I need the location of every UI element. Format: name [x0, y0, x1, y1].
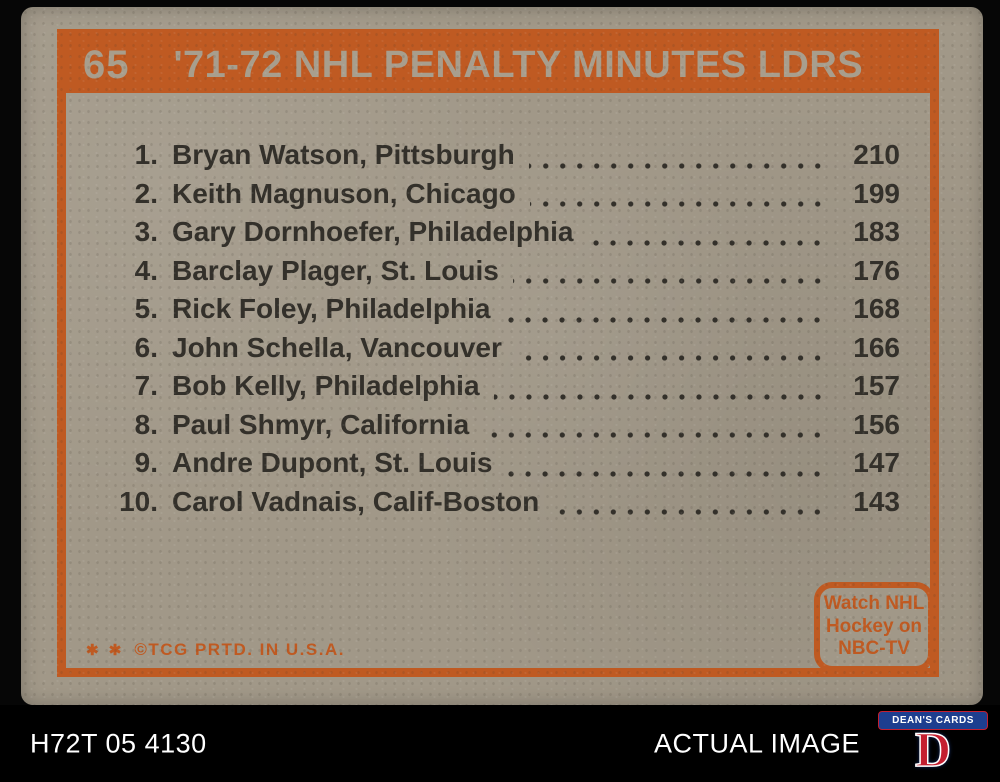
nbc-badge-line1: Watch NHL	[823, 593, 925, 615]
player-name: John Schella, Vancouver	[172, 331, 502, 363]
list-item: 6. John Schella, Vancouver 166	[104, 332, 900, 371]
penalty-minutes: 143	[853, 485, 900, 517]
deans-cards-d-icon: D	[914, 721, 952, 777]
list-item: 3. Gary Dornhoefer, Philadelphia 183	[104, 216, 900, 255]
player-name: Paul Shmyr, California	[172, 408, 470, 440]
scan-footer-bar: H72T 05 4130 ACTUAL IMAGE DEAN'S CARDS D	[0, 705, 1000, 782]
player-name: Rick Foley, Philadelphia	[172, 293, 491, 324]
player-rank: 4.	[134, 254, 158, 286]
dot-leader	[493, 393, 826, 400]
penalty-minutes: 156	[853, 408, 900, 440]
nbc-tv-badge: Watch NHL Hockey on NBC-TV	[814, 582, 934, 672]
penalty-minutes: 199	[853, 177, 900, 209]
nbc-badge-line3: NBC-TV	[838, 638, 910, 660]
dot-leader	[529, 201, 826, 207]
nbc-badge-line2: Hockey on	[825, 615, 923, 637]
trading-card-back: 65 '71-72 NHL PENALTY MINUTES LDRS 1. Br…	[21, 7, 983, 705]
list-item: 4. Barclay Plager, St. Louis 176	[104, 255, 900, 294]
list-item: 10. Carol Vadnais, Calif-Boston 143	[104, 486, 900, 525]
penalty-minutes: 183	[853, 216, 900, 247]
orange-frame: 65 '71-72 NHL PENALTY MINUTES LDRS 1. Br…	[57, 29, 939, 677]
list-item: 8. Paul Shmyr, California 156	[104, 409, 900, 448]
penalty-minutes: 210	[853, 139, 900, 170]
list-item: 7. Bob Kelly, Philadelphia 157	[104, 370, 900, 409]
list-item: 9. Andre Dupont, St. Louis 147	[104, 447, 900, 486]
dot-leader	[483, 432, 826, 438]
card-number: 65	[83, 42, 130, 87]
player-rank: 5.	[134, 293, 158, 324]
dot-leader	[504, 316, 826, 323]
player-rank: 3.	[134, 216, 158, 247]
dot-leader	[515, 355, 826, 361]
penalty-minutes-list: 1. Bryan Watson, Pittsburgh 210 2. Keith…	[104, 139, 900, 524]
player-rank: 1.	[134, 139, 158, 170]
dot-leader	[512, 278, 826, 284]
penalty-minutes: 168	[853, 293, 900, 324]
actual-image-label: ACTUAL IMAGE	[653, 728, 860, 758]
player-name: Andre Dupont, St. Louis	[172, 447, 493, 478]
deans-cards-logo: DEAN'S CARDS D	[874, 711, 992, 775]
list-item: 5. Rick Foley, Philadelphia 168	[104, 293, 900, 332]
deans-cards-banner: DEAN'S CARDS	[878, 711, 988, 730]
copyright-text: ©TCG PRTD. IN U.S.A.	[134, 640, 345, 659]
player-rank: 2.	[134, 177, 158, 209]
player-name: Bob Kelly, Philadelphia	[172, 370, 480, 401]
player-name: Barclay Plager, St. Louis	[172, 254, 499, 286]
penalty-minutes: 147	[853, 447, 900, 478]
player-rank: 8.	[134, 408, 158, 440]
lot-code: H72T 05 4130	[30, 728, 207, 758]
dot-leader	[528, 162, 826, 169]
player-rank: 7.	[134, 370, 158, 401]
player-rank: 9.	[134, 447, 158, 478]
penalty-minutes: 157	[853, 370, 900, 401]
player-rank: 10.	[119, 485, 158, 517]
player-name: Bryan Watson, Pittsburgh	[172, 139, 515, 170]
card-header: 65 '71-72 NHL PENALTY MINUTES LDRS	[65, 37, 931, 93]
dot-leader	[506, 470, 826, 477]
dot-leader	[587, 239, 826, 246]
print-mark-icon: ✱ ✱	[86, 642, 125, 659]
player-name: Gary Dornhoefer, Philadelphia	[172, 216, 574, 247]
player-rank: 6.	[134, 331, 158, 363]
list-item: 1. Bryan Watson, Pittsburgh 210	[104, 139, 900, 178]
player-name: Carol Vadnais, Calif-Boston	[172, 485, 540, 517]
card-title: '71-72 NHL PENALTY MINUTES LDRS	[173, 43, 864, 86]
player-name: Keith Magnuson, Chicago	[172, 177, 516, 209]
copyright-line: ✱ ✱ ©TCG PRTD. IN U.S.A.	[86, 640, 345, 660]
penalty-minutes: 176	[853, 254, 900, 286]
dot-leader	[553, 509, 826, 515]
list-item: 2. Keith Magnuson, Chicago 199	[104, 178, 900, 217]
penalty-minutes: 166	[853, 331, 900, 363]
